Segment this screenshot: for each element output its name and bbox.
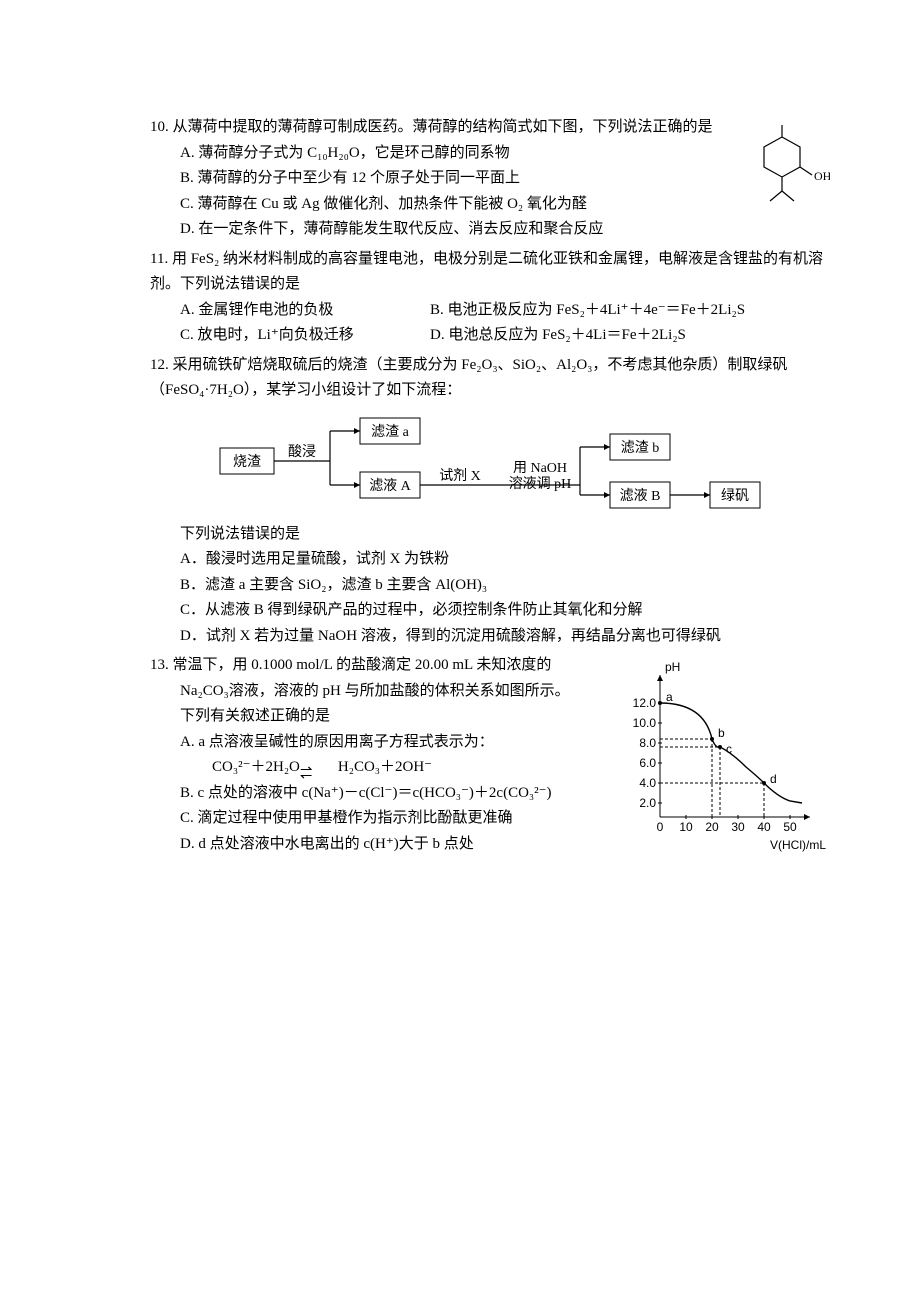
- svg-text:20: 20: [705, 820, 719, 834]
- q12-options: A．酸浸时选用足量硫酸，试剂 X 为铁粉 B．滤渣 a 主要含 SiO₂，滤渣 …: [150, 547, 830, 649]
- flow-diagram: 烧渣 滤渣 a 滤液 A 滤渣 b 滤液 B 绿矾 酸浸: [210, 408, 770, 518]
- svg-text:4.0: 4.0: [639, 776, 656, 790]
- q10-opt-c: C. 薄荷醇在 Cu 或 Ag 做催化剂、加热条件下能被 O₂ 氧化为醛: [180, 192, 830, 218]
- svg-text:V(HCl)/mL: V(HCl)/mL: [770, 838, 826, 852]
- svg-text:2.0: 2.0: [639, 796, 656, 810]
- svg-text:8.0: 8.0: [639, 736, 656, 750]
- svg-text:试剂 X: 试剂 X: [439, 468, 481, 484]
- q12-opt-a: A．酸浸时选用足量硫酸，试剂 X 为铁粉: [180, 547, 830, 573]
- q11-opt-b: B. 电池正极反应为 FeS₂＋4Li⁺＋4e⁻＝Fe＋2Li₂S: [430, 298, 745, 324]
- question-12: 12. 采用硫铁矿焙烧取硫后的烧渣（主要成分为 Fe₂O₃、SiO₂、Al₂O₃…: [150, 353, 830, 650]
- q11-options: A. 金属锂作电池的负极 B. 电池正极反应为 FeS₂＋4Li⁺＋4e⁻＝Fe…: [150, 298, 830, 349]
- svg-text:0: 0: [657, 820, 664, 834]
- q10-options: A. 薄荷醇分子式为 C₁₀H₂₀O，它是环己醇的同系物 B. 薄荷醇的分子中至…: [150, 141, 830, 243]
- q12-opt-b: B．滤渣 a 主要含 SiO₂，滤渣 b 主要含 Al(OH)₃: [180, 573, 830, 599]
- oh-label: OH: [814, 169, 830, 183]
- svg-text:滤液 B: 滤液 B: [620, 488, 661, 504]
- svg-text:绿矾: 绿矾: [721, 488, 749, 504]
- q10-opt-d: D. 在一定条件下，薄荷醇能发生取代反应、消去反应和聚合反应: [180, 217, 830, 243]
- q11-stem: 11. 用 FeS₂ 纳米材料制成的高容量锂电池，电极分别是二硫化亚铁和金属锂，…: [150, 247, 830, 298]
- exam-page: OH 10. 从薄荷中提取的薄荷醇可制成医药。薄荷醇的结构简式如下图，下列说法正…: [0, 0, 920, 857]
- svg-text:50: 50: [783, 820, 797, 834]
- svg-text:10.0: 10.0: [633, 716, 657, 730]
- svg-text:滤液 A: 滤液 A: [369, 478, 411, 494]
- svg-text:滤渣 b: 滤渣 b: [621, 440, 660, 456]
- ph-chart: pH 2.0 4.0 6.0 8.0 10.0 12.0: [610, 657, 830, 857]
- svg-text:滤渣 a: 滤渣 a: [371, 424, 409, 440]
- svg-text:烧渣: 烧渣: [233, 454, 261, 470]
- svg-text:6.0: 6.0: [639, 756, 656, 770]
- q10-stem: 10. 从薄荷中提取的薄荷醇可制成医药。薄荷醇的结构简式如下图，下列说法正确的是: [150, 115, 830, 141]
- q13-a2-pre: CO₃²⁻＋2H₂O: [212, 759, 300, 775]
- svg-text:用 NaOH: 用 NaOH: [513, 461, 567, 476]
- svg-text:10: 10: [679, 820, 693, 834]
- menthol-structure: OH: [740, 115, 830, 235]
- q12-mid: 下列说法错误的是: [150, 522, 830, 548]
- svg-text:30: 30: [731, 820, 745, 834]
- svg-text:c: c: [726, 742, 732, 756]
- q12-opt-d: D．试剂 X 若为过量 NaOH 溶液，得到的沉淀用硫酸溶解，再结晶分离也可得绿…: [180, 624, 830, 650]
- svg-text:d: d: [770, 772, 777, 786]
- q10-opt-b: B. 薄荷醇的分子中至少有 12 个原子处于同一平面上: [180, 166, 830, 192]
- question-10: OH 10. 从薄荷中提取的薄荷醇可制成医药。薄荷醇的结构简式如下图，下列说法正…: [150, 115, 830, 243]
- q11-opt-d: D. 电池总反应为 FeS₂＋4Li＝Fe＋2Li₂S: [430, 323, 686, 349]
- question-11: 11. 用 FeS₂ 纳米材料制成的高容量锂电池，电极分别是二硫化亚铁和金属锂，…: [150, 247, 830, 349]
- svg-text:酸浸: 酸浸: [288, 444, 316, 460]
- q11-opt-a: A. 金属锂作电池的负极: [180, 298, 430, 324]
- q12-stem: 12. 采用硫铁矿焙烧取硫后的烧渣（主要成分为 Fe₂O₃、SiO₂、Al₂O₃…: [150, 353, 830, 404]
- svg-text:a: a: [666, 690, 673, 704]
- question-13: pH 2.0 4.0 6.0 8.0 10.0 12.0: [150, 653, 830, 857]
- svg-text:b: b: [718, 726, 725, 740]
- q10-opt-a: A. 薄荷醇分子式为 C₁₀H₂₀O，它是环己醇的同系物: [180, 141, 830, 167]
- svg-text:40: 40: [757, 820, 771, 834]
- q12-opt-c: C．从滤液 B 得到绿矾产品的过程中，必须控制条件防止其氧化和分解: [180, 598, 830, 624]
- q13-a2-post: H₂CO₃＋2OH⁻: [338, 759, 432, 775]
- svg-text:12.0: 12.0: [633, 696, 657, 710]
- q11-opt-c: C. 放电时，Li⁺向负极迁移: [180, 323, 430, 349]
- svg-text:溶液调 pH: 溶液调 pH: [509, 476, 572, 492]
- svg-text:pH: pH: [665, 660, 680, 674]
